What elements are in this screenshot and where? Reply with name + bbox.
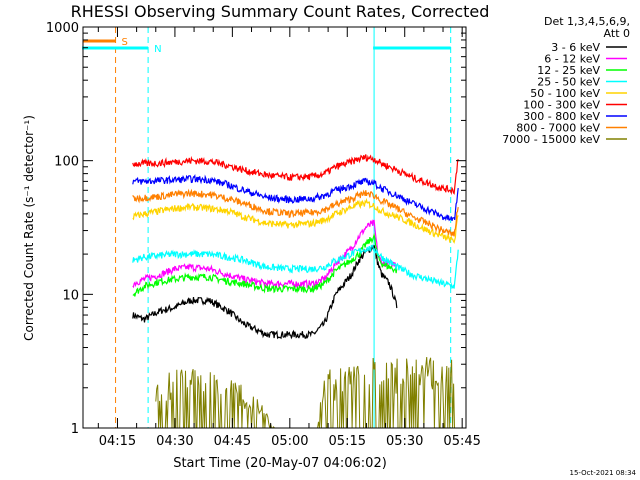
timestamp-label: 15-Oct-2021 08:34 [570, 469, 637, 477]
legend-label-0: 3 - 6 keV [551, 41, 600, 54]
legend-label-5: 100 - 300 keV [523, 99, 600, 112]
series-line-6 [132, 174, 459, 222]
flag-label-s: S [122, 37, 128, 48]
legend-header-attenuator: Att 0 [604, 27, 630, 40]
y-tick-label: 1000 [46, 21, 79, 36]
legend-label-1: 6 - 12 keV [544, 53, 600, 66]
series-line-3 [132, 244, 459, 289]
x-tick-label: 04:15 [99, 434, 136, 449]
y-tick-label: 1 [71, 422, 79, 437]
y-axis-label: Corrected Count Rate (s⁻¹ detector⁻¹) [22, 115, 36, 341]
legend-label-6: 300 - 800 keV [523, 110, 600, 123]
x-tick-label: 04:45 [214, 434, 251, 449]
x-tick-label: 04:30 [156, 434, 193, 449]
chart-title: RHESSI Observing Summary Count Rates, Co… [71, 2, 490, 21]
plot-frame [82, 26, 467, 429]
series-line-4 [132, 197, 459, 244]
legend-label-2: 12 - 25 keV [537, 64, 600, 77]
series-line-0 [132, 244, 398, 340]
x-axis-label: Start Time (20-May-07 04:06:02) [173, 456, 387, 471]
legend-label-7: 800 - 7000 keV [516, 122, 600, 135]
x-tick-label: 05:45 [443, 434, 480, 449]
series-line-5 [132, 154, 459, 196]
x-tick-label: 05:30 [386, 434, 423, 449]
x-tick-label: 05:15 [329, 434, 366, 449]
legend-label-3: 25 - 50 keV [537, 76, 600, 89]
y-tick-label: 100 [54, 155, 79, 170]
flag-label-n: N [154, 44, 161, 55]
x-tick-label: 05:00 [271, 434, 308, 449]
axes: 1 10 100 1000 04:15 04:30 04:45 05:00 05:15 05:30… [46, 21, 481, 449]
y-tick-label: 10 [62, 288, 79, 303]
series-line-2 [132, 232, 398, 297]
series-line-7 [132, 188, 459, 237]
legend-label-8: 7000 - 15000 keV [502, 133, 600, 146]
legend-header-detectors: Det 1,3,4,5,6,9, [544, 15, 630, 28]
legend-label-4: 50 - 100 keV [530, 87, 600, 100]
